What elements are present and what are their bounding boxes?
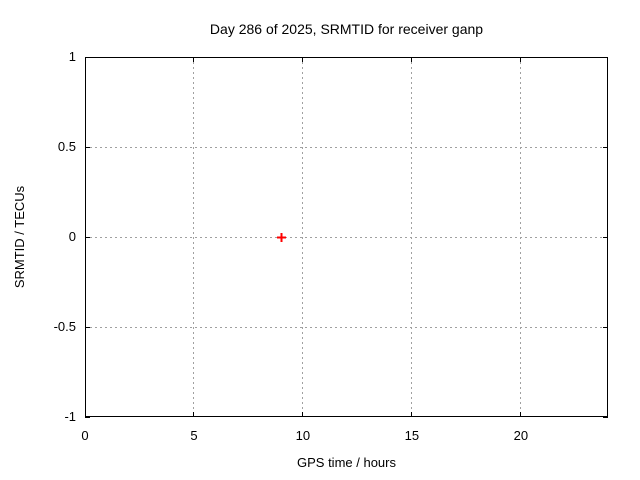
- y-tick-label: 1: [68, 49, 76, 64]
- data-point-marker: [276, 232, 286, 242]
- y-tick-mark: [85, 146, 90, 148]
- y-tick-mark: [603, 236, 608, 238]
- x-tick-mark: [193, 412, 195, 417]
- x-tick-mark: [302, 412, 304, 417]
- chart-title: Day 286 of 2025, SRMTID for receiver gan…: [209, 21, 484, 37]
- x-tick-mark: [411, 57, 413, 62]
- y-tick-mark: [603, 146, 608, 148]
- y-tick-label: 0: [68, 229, 76, 244]
- plot-area: [84, 56, 608, 418]
- y-tick-mark: [85, 416, 90, 418]
- y-tick-label: -0.5: [53, 319, 76, 334]
- y-tick-mark: [85, 326, 90, 328]
- y-tick-label: 0.5: [57, 139, 76, 154]
- x-tick-mark: [302, 57, 304, 62]
- y-tick-mark: [603, 416, 608, 418]
- y-tick-label: -1: [64, 409, 76, 424]
- x-tick-label: 5: [190, 428, 198, 443]
- x-tick-mark: [520, 57, 522, 62]
- y-gridline: [85, 146, 608, 148]
- x-tick-label: 20: [513, 428, 529, 443]
- y-tick-mark: [603, 326, 608, 328]
- y-tick-mark: [603, 56, 608, 58]
- y-gridline: [85, 236, 608, 238]
- x-tick-mark: [520, 412, 522, 417]
- y-tick-mark: [85, 236, 90, 238]
- x-tick-label: 10: [295, 428, 311, 443]
- x-tick-label: 15: [404, 428, 420, 443]
- x-axis-title: GPS time / hours: [297, 455, 396, 470]
- x-tick-mark: [84, 57, 86, 62]
- x-tick-label: 0: [81, 428, 89, 443]
- y-gridline: [85, 326, 608, 328]
- x-tick-mark: [411, 412, 413, 417]
- x-tick-mark: [193, 57, 195, 62]
- y-tick-mark: [85, 56, 90, 58]
